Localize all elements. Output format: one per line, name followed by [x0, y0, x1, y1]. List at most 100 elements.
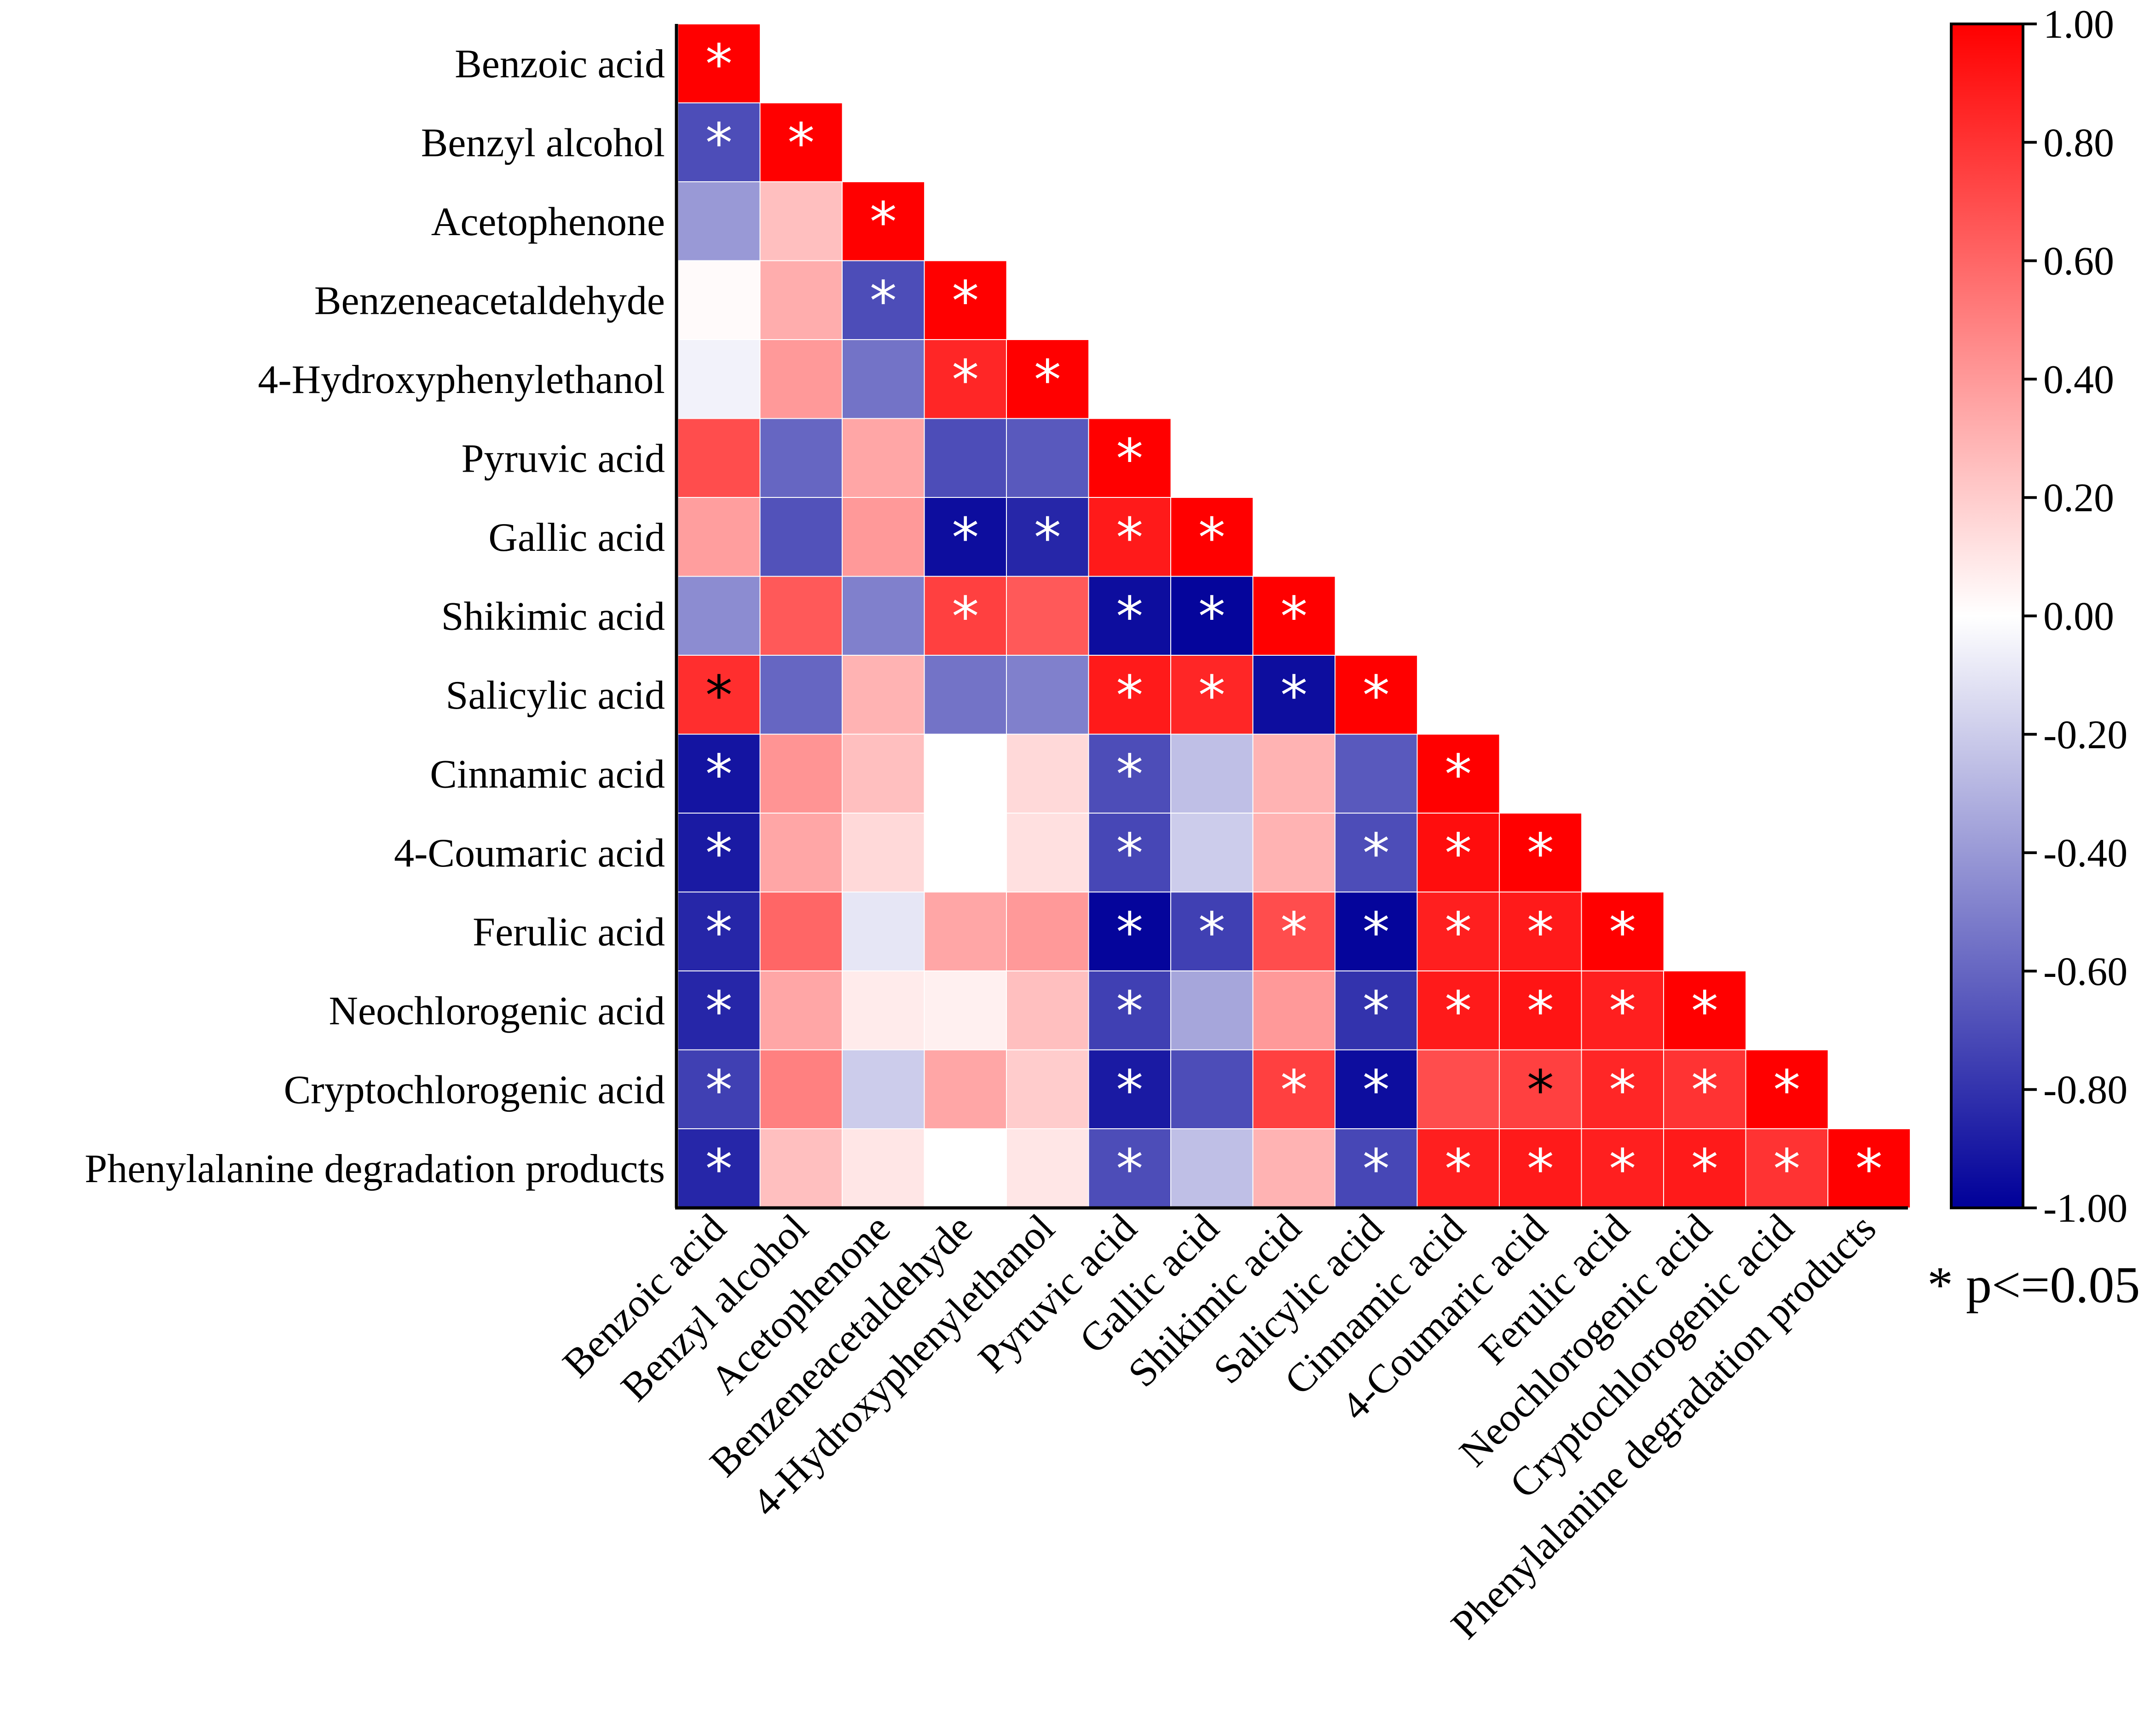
heatmap-cell — [1170, 497, 1254, 577]
heatmap-cell — [1006, 1128, 1090, 1209]
heatmap-cell — [1335, 813, 1418, 893]
heatmap-cell — [759, 970, 843, 1051]
heatmap-cell — [1088, 813, 1172, 893]
heatmap-cell — [924, 1049, 1007, 1130]
heatmap-cell — [759, 813, 843, 893]
heatmap-cell — [1006, 339, 1090, 420]
row-label: Neochlorogenic acid — [329, 989, 665, 1033]
heatmap-cell — [759, 260, 843, 341]
row-label: Benzeneacetaldehyde — [314, 278, 665, 323]
significance-star: * — [952, 269, 979, 332]
row-label: Shikimic acid — [441, 594, 665, 639]
heatmap-cell — [842, 1049, 925, 1130]
row-label: Benzyl alcohol — [421, 121, 665, 165]
heatmap-cell — [1252, 813, 1336, 893]
heatmap-cell — [842, 181, 925, 262]
heatmap-cell — [677, 1128, 761, 1209]
significance-star: * — [1363, 1058, 1390, 1121]
colorbar-tick-label: 0.00 — [2043, 595, 2114, 639]
heatmap-cell — [1663, 1049, 1747, 1130]
significance-star: * — [1116, 664, 1143, 727]
significance-star: * — [1445, 821, 1472, 885]
significance-note: * p<=0.05 — [1927, 1257, 2140, 1314]
row-label: Cinnamic acid — [430, 752, 665, 797]
colorbar-ticks: 1.00 0.80 0.60 0.40 0.20 0.00 -0.20 -0.40 -0.60 -… — [2023, 2, 2127, 1231]
significance-star: * — [870, 190, 897, 254]
heatmap-cell — [842, 813, 925, 893]
heatmap-cell — [677, 418, 761, 498]
heatmap-cell — [1252, 576, 1336, 656]
heatmap-cell — [759, 418, 843, 498]
heatmap-cell — [677, 497, 761, 577]
row-label: Gallic acid — [488, 515, 665, 560]
heatmap-cell — [1499, 891, 1583, 972]
heatmap-cell — [924, 497, 1007, 577]
heatmap-cell — [1252, 1049, 1336, 1130]
significance-star: * — [787, 111, 815, 174]
heatmap-cells — [677, 23, 1911, 1209]
colorbar-tick-label: -0.60 — [2043, 949, 2127, 994]
significance-star: * — [705, 664, 733, 727]
significance-star: * — [1363, 900, 1390, 964]
heatmap-cell — [1335, 733, 1418, 814]
significance-star: * — [1198, 506, 1225, 569]
heatmap-cell — [1088, 1049, 1172, 1130]
significance-star: * — [1198, 664, 1225, 727]
colorbar-tick-label: -0.80 — [2043, 1068, 2127, 1113]
heatmap-cell — [677, 181, 761, 262]
colorbar — [1950, 23, 2024, 1209]
heatmap-cell — [1088, 655, 1172, 735]
heatmap-cell — [677, 655, 761, 735]
heatmap-cell — [1745, 1128, 1829, 1209]
heatmap-cell — [1170, 655, 1254, 735]
significance-star: * — [1527, 900, 1554, 964]
colorbar-gradient — [1950, 23, 2024, 1209]
significance-star: * — [705, 1058, 733, 1121]
heatmap-cell — [1416, 733, 1500, 814]
heatmap-cell — [1499, 1049, 1583, 1130]
heatmap-cell — [1006, 733, 1090, 814]
significance-star: * — [1116, 1137, 1143, 1201]
significance-star: * — [952, 584, 979, 648]
significance-star: * — [1116, 742, 1143, 806]
colorbar-tick-label: 0.80 — [2043, 121, 2114, 165]
significance-star: * — [1445, 1137, 1472, 1201]
significance-star: * — [1116, 506, 1143, 569]
significance-star: * — [1116, 821, 1143, 885]
heatmap-cell — [1088, 970, 1172, 1051]
heatmap-cell — [677, 102, 761, 183]
heatmap-cell — [1745, 1049, 1829, 1130]
significance-star: * — [1116, 427, 1143, 490]
colorbar-tick-label: -0.40 — [2043, 831, 2127, 876]
heatmap-cell — [924, 1128, 1007, 1209]
heatmap-cell — [677, 813, 761, 893]
heatmap-cell — [1581, 1049, 1665, 1130]
row-label: Ferulic acid — [473, 910, 665, 954]
heatmap-cell — [924, 813, 1007, 893]
significance-star: * — [952, 348, 979, 411]
significance-star: * — [1116, 1058, 1143, 1121]
heatmap-cell — [759, 497, 843, 577]
significance-star: * — [1609, 900, 1636, 964]
significance-star: * — [870, 269, 897, 332]
significance-star: * — [952, 506, 979, 569]
row-label: 4-Coumaric acid — [394, 831, 665, 876]
heatmap-cell — [924, 970, 1007, 1051]
row-label: Phenylalanine degradation products — [85, 1147, 665, 1191]
significance-star: * — [1363, 821, 1390, 885]
significance-star: * — [1280, 664, 1307, 727]
heatmap-cell — [1416, 891, 1500, 972]
heatmap-cell — [1827, 1128, 1911, 1209]
heatmap-cell — [677, 891, 761, 972]
row-label: Cryptochlorogenic acid — [284, 1068, 665, 1112]
significance-star: * — [1034, 348, 1061, 411]
heatmap-cell — [1006, 1049, 1090, 1130]
heatmap-cell — [1170, 576, 1254, 656]
heatmap-cell — [1499, 813, 1583, 893]
heatmap-cell — [842, 339, 925, 420]
heatmap-cell — [1006, 655, 1090, 735]
heatmap-cell — [1006, 813, 1090, 893]
colorbar-tick-label: -1.00 — [2043, 1186, 2127, 1231]
heatmap-cell — [1170, 1049, 1254, 1130]
